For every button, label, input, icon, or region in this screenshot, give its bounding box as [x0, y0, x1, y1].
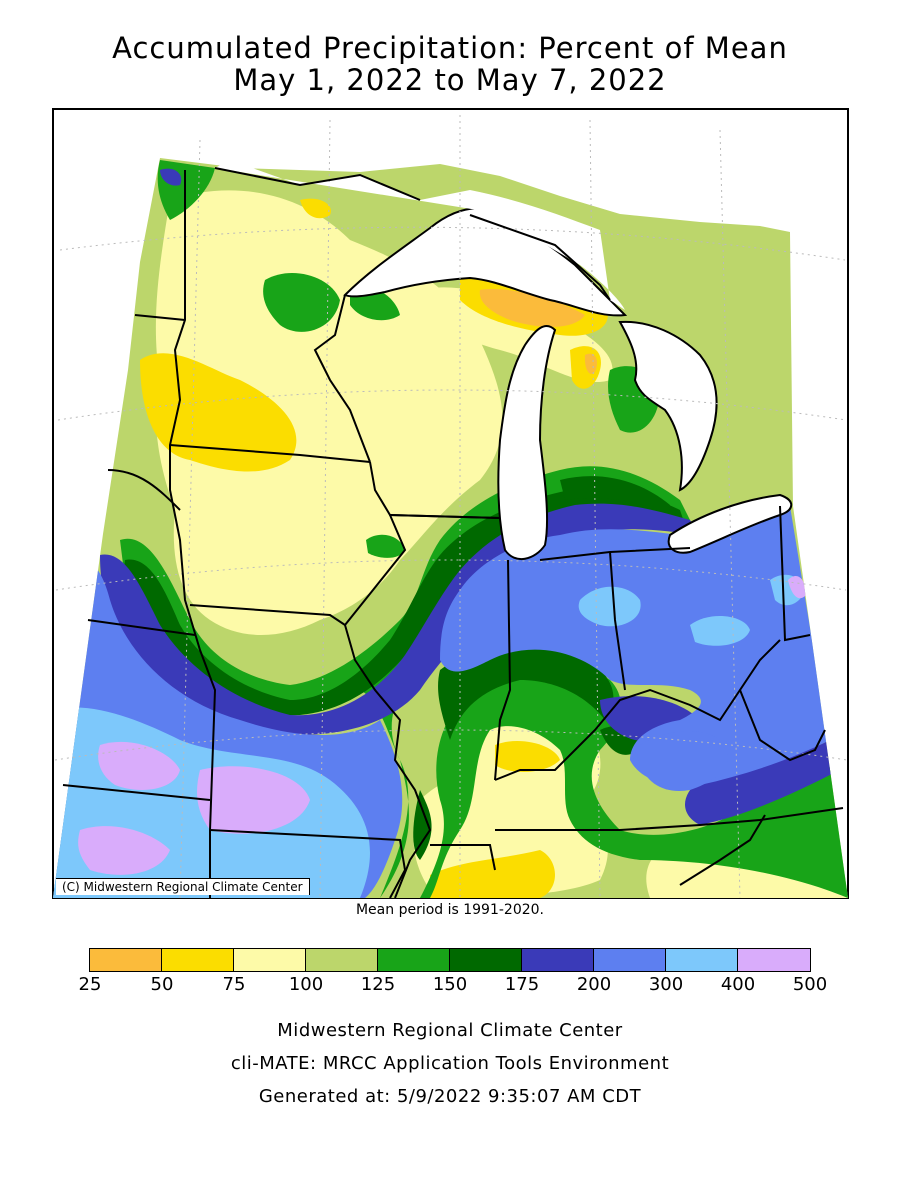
- legend-swatch: [450, 949, 522, 971]
- legend-tick-label: 25: [78, 974, 102, 995]
- copyright-label: (C) Midwestern Regional Climate Center: [56, 878, 310, 895]
- field-75-100-north: [155, 190, 503, 636]
- legend-tick-label: 200: [576, 974, 612, 995]
- legend-tick-label: 175: [504, 974, 540, 995]
- mean-period-note: Mean period is 1991-2020.: [355, 902, 545, 918]
- field-200-300-ky: [636, 731, 729, 791]
- legend-tick-label: 100: [288, 974, 324, 995]
- legend-swatch: [738, 949, 810, 971]
- legend-tick-label: 125: [360, 974, 396, 995]
- color-legend: [89, 948, 811, 972]
- great-lakes: [343, 207, 793, 560]
- map-title-line1: Accumulated Precipitation: Percent of Me…: [112, 31, 788, 65]
- field-50-75-mn: [300, 198, 331, 219]
- legend-tick-label: 50: [150, 974, 174, 995]
- legend-tick-label: 300: [648, 974, 684, 995]
- field-300-400-oh: [578, 586, 641, 627]
- legend-tick-label: 150: [432, 974, 468, 995]
- field-150-175-in: [438, 641, 614, 740]
- field-400-500-ks1: [98, 741, 180, 790]
- field-50-75-tn: [430, 850, 555, 898]
- legend-swatch: [90, 949, 162, 971]
- legend-swatch: [666, 949, 738, 971]
- field-125-150-ia: [366, 534, 405, 558]
- legend-swatch: [378, 949, 450, 971]
- graticule: [54, 115, 848, 899]
- legend-swatch: [594, 949, 666, 971]
- field-175-200-nd: [160, 168, 182, 186]
- legend-swatch: [522, 949, 594, 971]
- map-title-line2: May 1, 2022 to May 7, 2022: [233, 63, 667, 97]
- field-400-500-mo: [197, 766, 310, 834]
- canada: [215, 160, 625, 310]
- legend-tick-label: 400: [720, 974, 756, 995]
- footer-org: Midwestern Regional Climate Center: [277, 1020, 623, 1041]
- legend-swatch: [234, 949, 306, 971]
- legend-ticks: 25 50 75 100 125 150 175 200 300 400 500: [0, 974, 900, 998]
- footer-tool: cli-MATE: MRCC Application Tools Environ…: [230, 1053, 670, 1074]
- field-50-75-ky: [495, 740, 560, 772]
- field-125-150-mn: [263, 272, 340, 332]
- field-75-100-upper-mi: [420, 287, 613, 383]
- field-175-200-wv: [685, 740, 840, 825]
- field-25-50-up: [479, 289, 585, 327]
- lake-superior: [343, 207, 628, 317]
- field-200-300-east: [440, 506, 830, 787]
- lake-michigan: [497, 325, 557, 560]
- footer-generated: Generated at: 5/9/2022 9:35:07 AM CDT: [258, 1086, 642, 1107]
- field-175-200-band: [100, 503, 700, 735]
- legend-tick-label: 500: [792, 974, 828, 995]
- lake-huron: [618, 320, 718, 492]
- field-400-500-pa: [788, 575, 806, 599]
- field-25-50-mi: [584, 353, 597, 375]
- field-400-500-ks2: [78, 826, 170, 875]
- legend-tick-label: 75: [222, 974, 246, 995]
- field-150-175-mi: [560, 476, 670, 515]
- field-150-175-ms: [413, 790, 432, 860]
- field-300-400-oh2: [690, 615, 750, 646]
- state-borders: [62, 167, 844, 899]
- legend-swatch: [306, 949, 378, 971]
- legend-swatch: [162, 949, 234, 971]
